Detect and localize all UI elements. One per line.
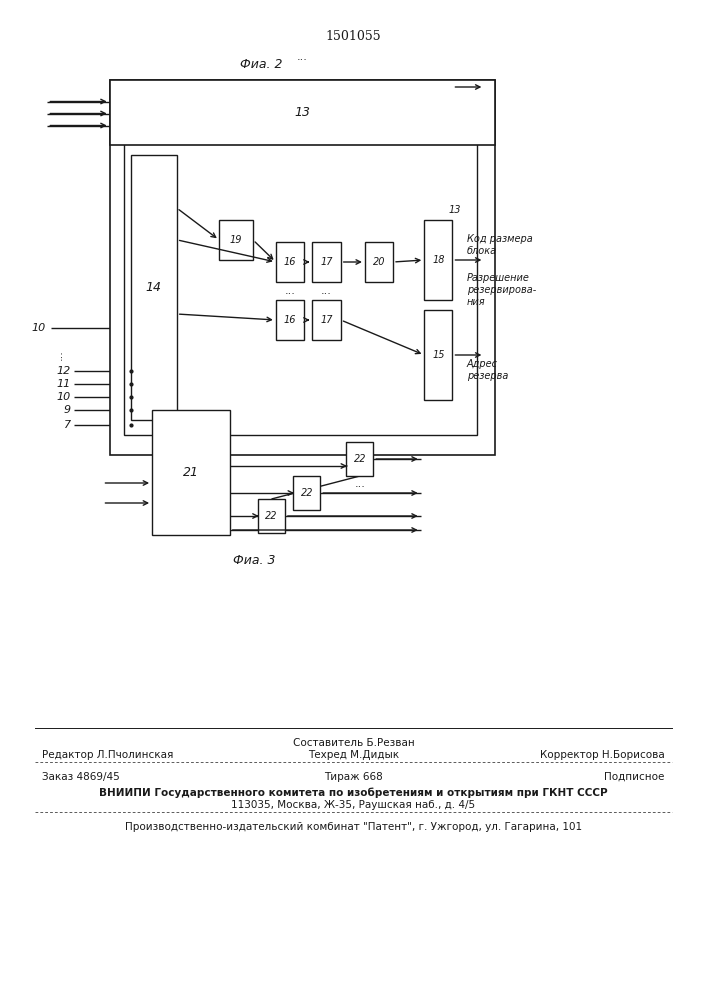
Text: 13: 13	[449, 205, 462, 215]
Text: Подписное: Подписное	[604, 772, 665, 782]
Bar	[152, 410, 230, 535]
Text: Адрес
резерва: Адрес резерва	[467, 359, 508, 381]
Text: ВНИИПИ Государственного комитета по изобретениям и открытиям при ГКНТ СССР: ВНИИПИ Государственного комитета по изоб…	[99, 788, 608, 798]
Text: 10: 10	[32, 323, 46, 333]
Text: Фиа. 3: Фиа. 3	[233, 554, 276, 566]
Text: ...: ...	[297, 52, 308, 62]
Text: 20: 20	[373, 257, 385, 267]
Bar	[110, 80, 495, 145]
Text: Редактор Л.Пчолинская: Редактор Л.Пчолинская	[42, 750, 174, 760]
Text: Код размера
блока: Код размера блока	[467, 234, 532, 256]
Bar	[110, 80, 495, 455]
Text: 13: 13	[295, 105, 310, 118]
Text: 1501055: 1501055	[326, 30, 381, 43]
Text: ...: ...	[54, 350, 64, 360]
Bar	[424, 220, 452, 300]
Text: 17: 17	[320, 257, 333, 267]
Text: 113035, Москва, Ж-35, Раушская наб., д. 4/5: 113035, Москва, Ж-35, Раушская наб., д. …	[231, 800, 476, 810]
Bar	[124, 105, 477, 435]
Bar	[312, 300, 341, 340]
Bar	[258, 499, 285, 533]
Text: Фиа. 2: Фиа. 2	[240, 58, 283, 72]
Text: 11: 11	[57, 379, 71, 389]
Text: 7: 7	[64, 420, 71, 430]
Text: Техред М.Дидык: Техред М.Дидык	[308, 750, 399, 760]
Text: 21: 21	[183, 466, 199, 479]
Text: 14: 14	[146, 281, 162, 294]
Bar	[276, 242, 304, 282]
Text: 12: 12	[57, 366, 71, 376]
Bar	[424, 310, 452, 400]
Text: Корректор Н.Борисова: Корректор Н.Борисова	[540, 750, 665, 760]
Text: 17: 17	[320, 315, 333, 325]
Text: 22: 22	[265, 511, 278, 521]
Text: ...: ...	[321, 286, 332, 296]
Text: 16: 16	[284, 257, 296, 267]
Bar	[365, 242, 393, 282]
Text: 22: 22	[354, 454, 366, 464]
Text: Составитель Б.Резван: Составитель Б.Резван	[293, 738, 414, 748]
Text: 16: 16	[284, 315, 296, 325]
Text: 15: 15	[432, 350, 445, 360]
Text: ...: ...	[284, 286, 296, 296]
Bar	[293, 476, 320, 510]
Bar	[219, 220, 253, 260]
Text: Разрешение
резервирова-
ния: Разрешение резервирова- ния	[467, 273, 536, 307]
Text: Заказ 4869/45: Заказ 4869/45	[42, 772, 120, 782]
Text: 18: 18	[432, 255, 445, 265]
Text: 10: 10	[57, 392, 71, 402]
Text: 22: 22	[300, 488, 313, 498]
Bar	[346, 442, 373, 476]
Bar	[312, 242, 341, 282]
Text: Тираж 668: Тираж 668	[324, 772, 383, 782]
Text: ...: ...	[354, 479, 366, 489]
Bar	[276, 300, 304, 340]
Bar	[131, 155, 177, 420]
Text: 19: 19	[230, 235, 243, 245]
Text: Производственно-издательский комбинат "Патент", г. Ужгород, ул. Гагарина, 101: Производственно-издательский комбинат "П…	[125, 822, 582, 832]
Text: 9: 9	[64, 405, 71, 415]
